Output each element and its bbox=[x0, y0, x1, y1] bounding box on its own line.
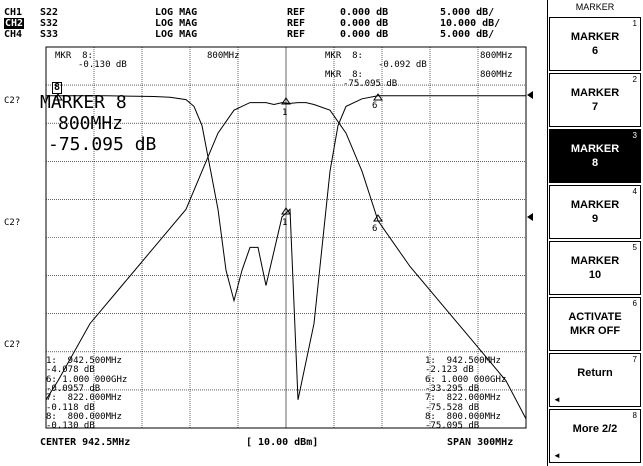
active-marker-value: -75.095 dB bbox=[48, 134, 157, 155]
ref-label: REF bbox=[287, 7, 306, 18]
marker-list-left-line: 8: 800.000MHz bbox=[46, 411, 122, 422]
format-label: LOG MAG bbox=[155, 18, 198, 29]
trace-marker-1-label: 1 bbox=[282, 108, 288, 118]
softkey-number: 2 bbox=[632, 75, 637, 84]
mkr-left-freq: 800MHz bbox=[207, 51, 240, 61]
marker-list-left-line: 7: 822.000MHz bbox=[46, 393, 122, 404]
mkr-right-freq2: 800MHz bbox=[480, 70, 513, 80]
marker-list-right-line: -2.123 dB bbox=[425, 365, 474, 376]
scale-value: 5.000 dB/ bbox=[440, 7, 495, 18]
trace-marker-6b-label: 6 bbox=[372, 224, 378, 234]
softkey-number: 4 bbox=[632, 187, 637, 196]
softkey-label: MARKER 9 bbox=[570, 199, 620, 225]
format-label: LOG MAG bbox=[155, 29, 198, 40]
marker-list-right-line: -75.528 dB bbox=[425, 402, 480, 413]
softkey-3-button[interactable]: MARKER 8 3 bbox=[549, 129, 641, 183]
parameter-label: S33 bbox=[40, 29, 59, 40]
softkey-2-button[interactable]: MARKER 7 2 bbox=[549, 73, 641, 127]
softkey-label: More 2/2 bbox=[572, 423, 618, 435]
mkr-right-line3: MKR 8: bbox=[325, 70, 363, 80]
ref-value: 0.000 dB bbox=[340, 7, 389, 18]
format-label: LOG MAG bbox=[155, 7, 198, 18]
center-frequency: CENTER 942.5MHz bbox=[40, 437, 131, 448]
marker-6-triangle-icon bbox=[373, 93, 383, 101]
softkey-number: 7 bbox=[632, 355, 637, 364]
source-power: [ 10.00 dBm] bbox=[246, 437, 319, 448]
trace-ch1 bbox=[46, 95, 526, 400]
mkr-right-freq: 800MHz bbox=[480, 51, 513, 61]
marker-box-badge: 8 bbox=[52, 82, 63, 94]
marker-list-left-line: -0.130 dB bbox=[46, 421, 95, 432]
marker-list-left-line: -0.0957 dB bbox=[46, 383, 101, 394]
mkr-right-line1: MKR 8: bbox=[325, 51, 363, 61]
marker-list-right-line: 1: 942.500MHz bbox=[425, 356, 501, 366]
softkey-label: MARKER 10 bbox=[570, 255, 620, 281]
ref-label: REF bbox=[287, 18, 306, 29]
marker-list-left-line: -0.118 dB bbox=[46, 402, 95, 413]
marker-list-left-line: 6: 1.000 000GHz bbox=[46, 374, 128, 385]
softkey-label: MARKER 6 bbox=[570, 31, 620, 57]
side-label-2: C2? bbox=[4, 218, 21, 228]
softkey-number: 5 bbox=[632, 243, 637, 252]
channel-label: CH4 bbox=[4, 29, 23, 40]
mkr-left-line1: MKR 8: bbox=[55, 51, 93, 61]
ref-value: 0.000 dB bbox=[340, 18, 389, 29]
channel-label: CH2 bbox=[4, 18, 25, 29]
scale-value: 10.000 dB/ bbox=[440, 18, 501, 29]
marker-list-left-line: -4.078 dB bbox=[46, 365, 95, 376]
softkey-4-button[interactable]: MARKER 9 4 bbox=[549, 185, 641, 239]
span-frequency: SPAN 300MHz bbox=[447, 437, 514, 448]
ref-label: REF bbox=[287, 29, 306, 40]
marker-1-triangle-icon bbox=[281, 97, 291, 105]
parameter-label: S22 bbox=[40, 7, 59, 18]
softkey-5-button[interactable]: MARKER 10 5 bbox=[549, 241, 641, 295]
softkey-number: 6 bbox=[632, 299, 637, 308]
scale-value: 5.000 dB/ bbox=[440, 29, 495, 40]
softkey-1-button[interactable]: MARKER 6 1 bbox=[549, 17, 641, 71]
ref-pointer-icon bbox=[527, 213, 533, 221]
softkey-number: 8 bbox=[632, 411, 637, 420]
marker-list-right-line: -33.295 dB bbox=[425, 383, 480, 394]
softkey-number: 3 bbox=[632, 131, 637, 140]
marker-1b-triangle-icon bbox=[281, 207, 291, 215]
mkr-right-value: -0.092 dB bbox=[378, 60, 427, 70]
mkr-left-value: -0.130 dB bbox=[78, 60, 127, 70]
active-marker-readout: MARKER 8 800MHz -75.095 dB bbox=[40, 92, 156, 155]
ref-pointer-icon bbox=[527, 91, 533, 99]
active-marker-freq: 800MHz bbox=[58, 113, 124, 134]
softkey-menu: MARKER MARKER 6 1 MARKER 7 2 MARKER 8 3 MARKER… bbox=[547, 0, 643, 466]
parameter-label: S32 bbox=[40, 18, 59, 29]
ref-value: 0.000 dB bbox=[340, 29, 389, 40]
softkey-arrow-icon: ◄ bbox=[553, 451, 561, 460]
marker-list-right-line: 8: 800.000MHz bbox=[425, 411, 501, 422]
marker-list-right-line: 6: 1.000 000GHz bbox=[425, 374, 507, 385]
marker-list-left-line: 1: 942.500MHz bbox=[46, 356, 122, 366]
marker-6b-triangle-icon bbox=[373, 214, 383, 222]
mkr-right-value2: -75.095 dB bbox=[343, 79, 398, 89]
side-label-1: C2? bbox=[4, 96, 21, 106]
side-label-3: C2? bbox=[4, 340, 21, 350]
trace-marker-6-label: 6 bbox=[372, 101, 378, 111]
trace-ch2 bbox=[45, 102, 527, 420]
softkey-arrow-icon: ◄ bbox=[553, 395, 561, 404]
marker-list-right-line: 7: 822.000MHz bbox=[425, 393, 501, 404]
marker-8-triangle-icon bbox=[53, 93, 63, 101]
channel-label: CH1 bbox=[4, 7, 23, 18]
softkey-label: Return bbox=[577, 367, 613, 379]
trace-marker-1b-label: 1 bbox=[282, 218, 288, 228]
softkey-number: 1 bbox=[632, 19, 637, 28]
softkey-menu-title: MARKER bbox=[575, 2, 615, 12]
softkey-label: MARKER 8 bbox=[570, 143, 620, 169]
softkey-7-button[interactable]: Return 7 ◄ bbox=[549, 353, 641, 407]
softkey-8-button[interactable]: More 2/2 8 ◄ bbox=[549, 409, 641, 463]
marker-list-right-line: -75.095 dB bbox=[425, 421, 480, 432]
softkey-label: ACTIVATE MKR OFF bbox=[568, 311, 622, 337]
active-marker-title: MARKER 8 bbox=[40, 92, 127, 113]
trace-plot bbox=[45, 46, 533, 429]
softkey-label: MARKER 7 bbox=[570, 87, 620, 113]
softkey-6-button[interactable]: ACTIVATE MKR OFF 6 bbox=[549, 297, 641, 351]
